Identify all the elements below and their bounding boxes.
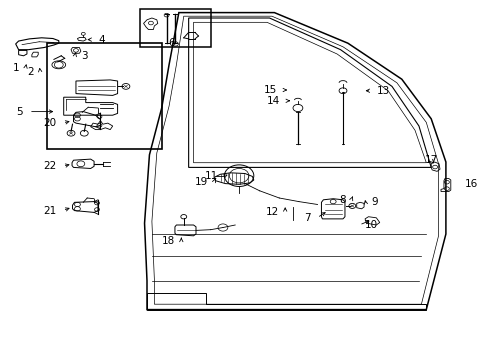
Text: 3: 3	[81, 51, 88, 61]
Text: 5: 5	[16, 107, 23, 117]
Text: 7: 7	[304, 213, 311, 223]
Text: 22: 22	[44, 161, 57, 171]
Text: 4: 4	[98, 35, 105, 45]
Text: 8: 8	[339, 195, 345, 205]
Text: 19: 19	[195, 177, 208, 187]
Text: 2: 2	[27, 67, 34, 77]
Text: 17: 17	[424, 155, 438, 165]
Text: 10: 10	[365, 220, 378, 230]
Text: 20: 20	[44, 118, 57, 128]
Text: 14: 14	[267, 96, 280, 106]
Text: 6: 6	[168, 38, 175, 48]
Text: 12: 12	[266, 207, 279, 217]
Text: 16: 16	[465, 179, 478, 189]
Text: 21: 21	[44, 206, 57, 216]
Text: 11: 11	[205, 171, 218, 181]
Text: 9: 9	[371, 197, 378, 207]
Text: 18: 18	[162, 236, 175, 246]
Text: 15: 15	[264, 85, 277, 95]
Text: 1: 1	[13, 63, 20, 73]
Text: 13: 13	[377, 86, 391, 96]
